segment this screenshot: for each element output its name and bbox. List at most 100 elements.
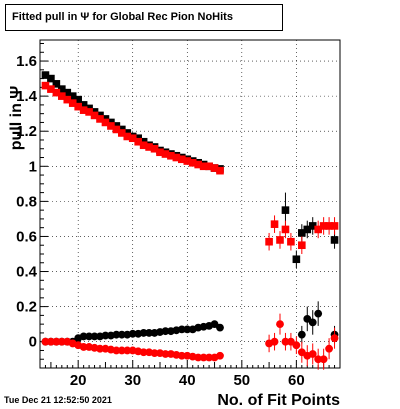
x-tick-label: 20 bbox=[70, 372, 87, 389]
data-point bbox=[308, 350, 317, 358]
series-1 bbox=[41, 81, 339, 254]
data-point bbox=[96, 115, 104, 123]
data-point bbox=[199, 353, 208, 362]
data-point bbox=[183, 157, 192, 165]
data-point bbox=[47, 74, 55, 83]
data-point bbox=[205, 353, 213, 362]
data-point bbox=[270, 337, 279, 346]
data-point bbox=[325, 344, 333, 353]
data-point bbox=[314, 225, 322, 234]
data-point bbox=[172, 153, 181, 162]
data-point bbox=[216, 351, 224, 360]
data-point bbox=[199, 162, 208, 171]
data-point bbox=[52, 80, 61, 88]
data-point bbox=[85, 108, 93, 116]
data-point bbox=[178, 155, 186, 164]
data-point bbox=[139, 141, 148, 150]
data-point bbox=[177, 325, 186, 334]
data-point bbox=[270, 220, 279, 228]
data-point bbox=[281, 337, 290, 346]
data-point bbox=[63, 88, 72, 97]
data-point bbox=[96, 344, 104, 353]
data-point bbox=[319, 222, 328, 230]
data-point bbox=[265, 237, 273, 246]
data-point bbox=[298, 241, 306, 250]
data-point bbox=[161, 327, 170, 336]
x-axis-label: No. of Fit Points bbox=[217, 392, 340, 409]
plot-frame bbox=[39, 39, 341, 369]
series-3 bbox=[41, 313, 339, 370]
data-point bbox=[281, 225, 290, 234]
data-point bbox=[112, 125, 121, 134]
data-point bbox=[101, 118, 110, 127]
data-point bbox=[145, 143, 153, 151]
y-tick-label: 0.2 bbox=[16, 299, 37, 316]
data-point bbox=[210, 164, 219, 172]
data-point bbox=[330, 236, 339, 244]
data-point bbox=[79, 343, 88, 351]
data-point bbox=[298, 229, 306, 237]
data-point bbox=[292, 255, 301, 264]
data-point bbox=[52, 337, 61, 346]
timestamp: Tue Dec 21 12:52:50 2021 bbox=[4, 395, 112, 405]
data-point bbox=[117, 346, 126, 355]
data-point bbox=[101, 331, 110, 340]
y-tick-label: 1.6 bbox=[16, 53, 37, 70]
data-point bbox=[150, 349, 159, 357]
data-point bbox=[118, 129, 126, 137]
data-point bbox=[139, 348, 148, 357]
data-point bbox=[145, 329, 153, 337]
data-point bbox=[68, 99, 77, 107]
data-point bbox=[161, 150, 170, 158]
x-tick-label: 30 bbox=[124, 372, 141, 389]
data-point bbox=[177, 351, 186, 360]
data-point bbox=[303, 225, 312, 234]
data-point bbox=[216, 323, 224, 332]
data-point bbox=[90, 332, 99, 341]
data-point bbox=[205, 162, 213, 171]
y-tick-label: 0.6 bbox=[16, 228, 37, 245]
data-point bbox=[58, 85, 66, 93]
data-point bbox=[150, 144, 159, 153]
data-point bbox=[330, 222, 339, 230]
data-point bbox=[41, 81, 50, 90]
data-point bbox=[90, 111, 99, 120]
data-point bbox=[85, 332, 93, 341]
data-point bbox=[41, 71, 50, 79]
data-point bbox=[281, 206, 290, 214]
data-point bbox=[276, 236, 284, 244]
data-point bbox=[47, 337, 55, 346]
y-tick-label: 1.4 bbox=[16, 88, 38, 105]
data-point bbox=[319, 355, 328, 364]
data-point bbox=[112, 346, 121, 355]
data-point bbox=[74, 102, 82, 111]
chart-title: Fitted pull in Ψ for Global Rec Pion NoH… bbox=[5, 4, 283, 31]
data-point bbox=[128, 329, 137, 338]
data-series bbox=[41, 71, 339, 370]
data-point bbox=[52, 88, 61, 97]
data-point bbox=[79, 332, 88, 341]
axis-ticks: 20 30 40 50 60 0 0.2 0.4 0.6 0.8 1 1.2 1.4 1.6 bbox=[16, 43, 336, 389]
data-point bbox=[297, 330, 306, 339]
data-point bbox=[57, 337, 66, 346]
data-point bbox=[68, 92, 77, 100]
data-point bbox=[292, 341, 301, 350]
data-point bbox=[128, 134, 137, 143]
y-tick-label: 0.4 bbox=[16, 264, 38, 281]
data-point bbox=[79, 106, 88, 114]
data-point bbox=[134, 137, 142, 146]
data-point bbox=[287, 237, 295, 246]
data-point bbox=[74, 95, 82, 104]
x-tick-label: 50 bbox=[233, 372, 250, 389]
grid-lines bbox=[40, 40, 340, 368]
data-point bbox=[216, 166, 224, 175]
data-point bbox=[156, 148, 164, 157]
data-point bbox=[47, 85, 55, 93]
data-point bbox=[183, 325, 192, 334]
data-point bbox=[161, 350, 170, 358]
y-tick-label: 0.8 bbox=[16, 193, 37, 210]
data-point bbox=[123, 132, 132, 141]
data-point bbox=[117, 330, 126, 339]
data-point bbox=[188, 158, 197, 167]
